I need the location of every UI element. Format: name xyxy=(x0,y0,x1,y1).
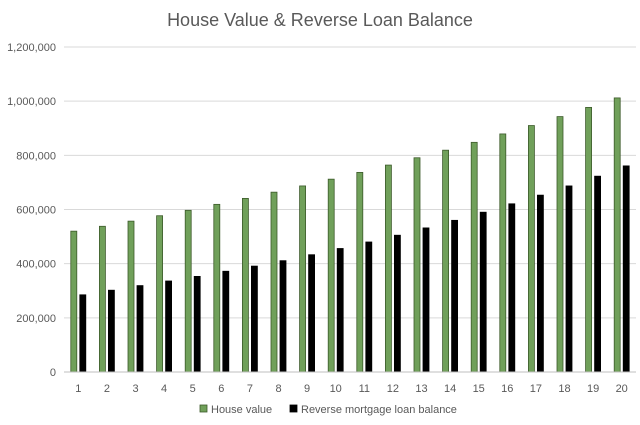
gridlines xyxy=(64,46,636,319)
bar-house-value xyxy=(299,185,307,373)
x-tick-label: 2 xyxy=(104,383,110,395)
bar-house-value xyxy=(327,178,335,373)
legend-item-house-value: House value xyxy=(199,404,272,416)
bar-loan-balance xyxy=(422,227,430,373)
bar-house-value xyxy=(270,191,278,373)
bar-loan-balance xyxy=(108,289,115,373)
x-tick-label: 1 xyxy=(75,383,81,395)
legend-label: House value xyxy=(211,404,272,416)
legend-swatch xyxy=(289,404,298,413)
x-tick-label: 4 xyxy=(161,383,167,395)
bar-house-value xyxy=(556,116,564,373)
y-tick-label: 1,000,000 xyxy=(7,96,56,108)
x-tick-label: 13 xyxy=(415,383,427,395)
bar-loan-balance xyxy=(165,280,173,373)
bar-loan-balance xyxy=(451,219,459,373)
legend: House value Reverse mortgage loan balance xyxy=(199,404,457,416)
bar-house-value xyxy=(99,225,106,373)
x-tick-label: 7 xyxy=(247,383,253,395)
bar-loan-balance xyxy=(365,241,373,373)
x-tick-label: 3 xyxy=(132,383,138,395)
x-tick-label: 8 xyxy=(275,383,281,395)
x-tick-label: 9 xyxy=(304,383,310,395)
chart-title: House Value & Reverse Loan Balance xyxy=(167,10,473,30)
bar-loan-balance xyxy=(193,275,201,373)
x-tick-label: 17 xyxy=(530,383,542,395)
bar-loan-balance xyxy=(537,194,544,373)
bar-house-value xyxy=(499,133,507,373)
x-tick-label: 5 xyxy=(190,383,196,395)
x-tick-label: 19 xyxy=(587,383,599,395)
legend-item-loan-balance: Reverse mortgage loan balance xyxy=(289,404,457,416)
bar-loan-balance xyxy=(479,211,487,373)
x-tick-label: 20 xyxy=(616,383,628,395)
bar-house-value xyxy=(470,141,478,373)
bar-house-value xyxy=(384,164,392,373)
y-tick-label: 1,200,000 xyxy=(7,42,56,54)
bar-loan-balance xyxy=(622,165,630,373)
bar-loan-balance xyxy=(508,203,516,373)
y-tick-label: 200,000 xyxy=(16,313,56,325)
legend-swatch xyxy=(199,404,208,413)
bar-house-value xyxy=(184,209,192,373)
bars xyxy=(70,97,630,373)
x-tick-label: 10 xyxy=(330,383,342,395)
bar-loan-balance xyxy=(336,248,344,373)
y-tick-label: 400,000 xyxy=(16,259,56,271)
bar-house-value xyxy=(156,215,164,373)
y-tick-label: 800,000 xyxy=(16,150,56,162)
x-tick-label: 15 xyxy=(473,383,485,395)
legend-label: Reverse mortgage loan balance xyxy=(301,404,457,416)
bar-loan-balance xyxy=(279,260,287,373)
bar-loan-balance xyxy=(250,265,258,373)
bar-loan-balance xyxy=(79,294,87,373)
bar-loan-balance xyxy=(308,254,316,373)
bar-house-value xyxy=(127,220,135,373)
bar-house-value xyxy=(585,106,592,373)
x-tick-label: 11 xyxy=(359,383,370,395)
bar-house-value xyxy=(613,97,621,373)
y-tick-label: 600,000 xyxy=(16,205,56,217)
x-axis: 1 2 3 4 5 6 7 8 9 10 11 12 13 14 15 16 17 18 19 20 xyxy=(64,371,636,395)
x-tick-label: 12 xyxy=(387,383,399,395)
x-tick-label: 16 xyxy=(501,383,513,395)
bar-house-value xyxy=(442,149,450,373)
bar-house-value xyxy=(241,197,249,373)
bar-house-value xyxy=(356,171,364,373)
bar-loan-balance xyxy=(393,234,401,373)
x-tick-label: 14 xyxy=(444,383,456,395)
bar-house-value xyxy=(528,125,535,373)
y-axis: 0 200,000 400,000 600,000 800,000 1,000,000 1,… xyxy=(7,42,56,379)
bar-loan-balance xyxy=(136,285,144,373)
bar-house-value xyxy=(213,203,221,373)
bar-house-value xyxy=(70,230,78,373)
bar-loan-balance xyxy=(565,185,573,373)
bar-loan-balance xyxy=(222,270,230,373)
x-tick-label: 6 xyxy=(218,383,224,395)
y-tick-label: 0 xyxy=(50,367,56,379)
x-tick-label: 18 xyxy=(558,383,570,395)
bar-loan-balance xyxy=(594,175,601,373)
bar-house-value xyxy=(413,157,421,373)
